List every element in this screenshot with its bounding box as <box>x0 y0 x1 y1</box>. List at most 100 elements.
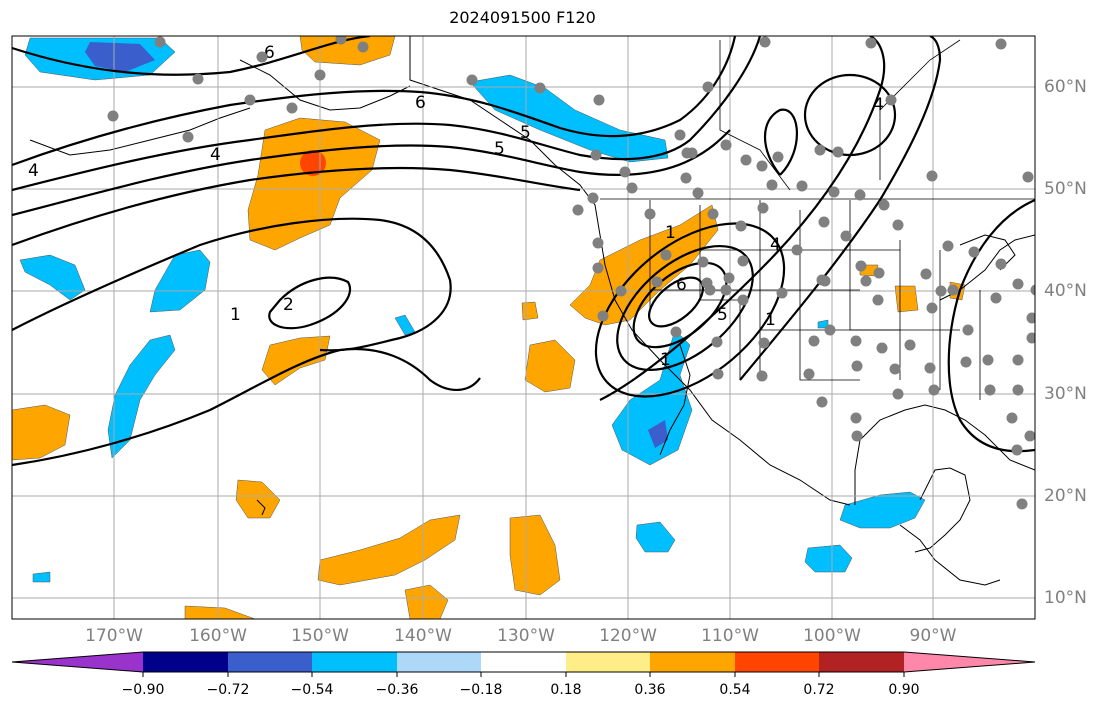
shade-orange-hawaii <box>235 479 281 519</box>
contour-label: 6 <box>264 43 275 63</box>
station-marker <box>592 262 604 274</box>
station-marker <box>182 131 194 143</box>
lat-label: 60°N <box>1044 77 1087 97</box>
lon-label: 120°W <box>599 626 657 646</box>
station-marker <box>660 249 672 261</box>
station-marker <box>107 110 119 122</box>
station-marker <box>791 244 803 256</box>
shade-blue-gulf <box>839 491 926 529</box>
station-marker <box>592 237 604 249</box>
station-marker <box>766 179 778 191</box>
contour-label-layer: 6 6 4 4 5 5 2 1 1 1 6 5 4 4 1 <box>28 43 884 370</box>
shade-orange-small3 <box>894 285 919 313</box>
station-marker <box>776 287 788 299</box>
contour-label: 4 <box>210 145 221 165</box>
contour-label: 1 <box>230 305 241 325</box>
shade-blue-pac2 <box>107 334 176 459</box>
station-marker <box>192 73 204 85</box>
station-marker <box>851 430 863 442</box>
station-marker <box>723 272 735 284</box>
lat-label: 30°N <box>1044 384 1087 404</box>
station-marker <box>593 94 605 106</box>
contour-6-north <box>12 36 371 76</box>
station-marker <box>995 38 1007 50</box>
station-marker <box>855 260 867 272</box>
station-marker <box>876 342 888 354</box>
contour-label: 6 <box>676 275 687 295</box>
contours <box>12 36 1035 467</box>
station-marker <box>984 384 996 396</box>
station-marker <box>707 208 719 220</box>
map-border <box>11 35 1036 620</box>
contour-ridge-2 <box>739 36 942 381</box>
contour-main-3 <box>12 129 731 217</box>
contour-1-south <box>12 217 452 352</box>
station-marker <box>737 255 749 267</box>
station-marker <box>466 74 478 86</box>
station-marker <box>889 363 901 375</box>
station-marker <box>942 240 954 252</box>
station-marker <box>772 151 784 163</box>
station-marker <box>860 275 872 287</box>
shade-orange-sub3 <box>12 404 71 461</box>
shade-darkblue-bering <box>85 42 155 72</box>
shade-orange-alaska <box>299 36 396 66</box>
station-marker <box>904 339 916 351</box>
lon-label: 170°W <box>85 626 143 646</box>
contour-label: 1 <box>660 350 671 370</box>
station-marker <box>854 189 866 201</box>
station-marker <box>692 187 704 199</box>
lon-label: 110°W <box>701 626 759 646</box>
station-marker <box>711 336 723 348</box>
station-marker <box>873 267 885 279</box>
station-marker <box>1011 444 1023 456</box>
station-marker <box>872 294 884 306</box>
shade-indigo-baja <box>648 420 668 448</box>
station-marker <box>865 37 877 49</box>
station-marker <box>892 219 904 231</box>
station-marker <box>926 170 938 182</box>
colorbar-tick-label: −0.54 <box>290 682 334 698</box>
station-markers <box>107 36 1035 510</box>
station-marker <box>244 94 256 106</box>
station-marker <box>626 182 638 194</box>
lat-label: 50°N <box>1044 179 1087 199</box>
colorbar-segment <box>650 652 735 672</box>
lat-label: 40°N <box>1044 281 1087 301</box>
colorbar-segment <box>143 652 228 672</box>
colorbar-segment <box>312 652 397 672</box>
station-marker <box>615 285 627 297</box>
shade-orange-sub6 <box>404 584 449 619</box>
contour-label: 5 <box>520 123 531 143</box>
colorbar-segment <box>397 652 481 672</box>
station-marker <box>686 147 698 159</box>
contour-main-4 <box>12 166 581 247</box>
station-marker <box>256 51 268 63</box>
station-marker <box>878 199 890 211</box>
colorbar-extend-min <box>12 652 143 672</box>
shade-orange-sub5 <box>317 514 461 586</box>
shade-blue-pac6 <box>32 571 51 583</box>
contour-main-1 <box>12 36 737 167</box>
station-marker <box>534 82 546 94</box>
station-marker <box>819 275 831 287</box>
colorbar-tick-label: 0.72 <box>803 682 835 698</box>
station-marker <box>962 324 974 336</box>
station-marker <box>1012 278 1024 290</box>
station-marker <box>619 166 631 178</box>
station-marker <box>597 310 609 322</box>
lat-label: 20°N <box>1044 486 1087 506</box>
station-marker <box>824 324 836 336</box>
shade-blue-baja <box>611 329 693 466</box>
station-marker <box>702 81 714 93</box>
station-marker <box>758 337 770 349</box>
station-marker <box>1026 332 1035 344</box>
station-marker <box>1012 354 1024 366</box>
shade-orange-sub2 <box>261 335 331 386</box>
station-marker <box>1030 284 1035 296</box>
lon-label: 130°W <box>497 626 555 646</box>
shade-blue-pac1 <box>149 249 211 313</box>
shade-blue-pac5 <box>635 521 676 553</box>
station-marker <box>926 302 938 314</box>
